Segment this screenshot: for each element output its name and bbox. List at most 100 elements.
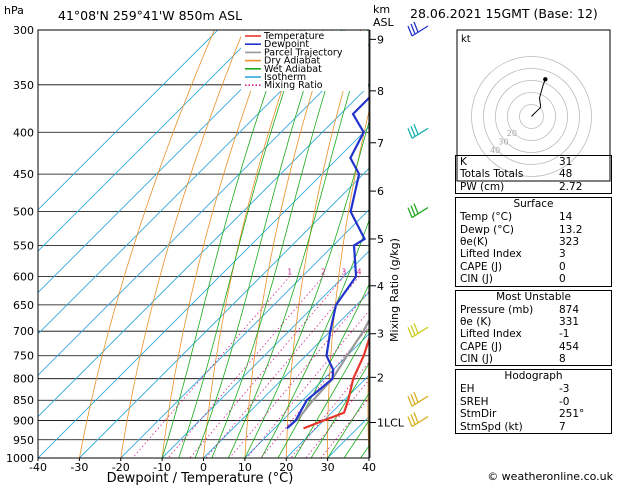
mixing-ratio-label: 4 — [357, 267, 362, 276]
legend-entry-label: Parcel Trajectory — [264, 47, 343, 58]
wind-barb — [407, 124, 429, 139]
dry-adiabat — [407, 30, 449, 458]
isotherm-line — [38, 30, 301, 294]
mixing-ratio-label: 2 — [321, 267, 326, 276]
hodograph-ring — [471, 56, 592, 177]
isotherm-line — [161, 250, 369, 458]
hodograph-unit-label: kt — [461, 34, 471, 45]
index-value: 7 — [559, 420, 566, 433]
pressure-tick-label: 500 — [13, 206, 34, 219]
index-value: 3 — [559, 248, 566, 261]
index-label: Lifted Index — [460, 248, 522, 261]
surface-table: Surface Temp (°C) 14 Dewp (°C) 13.2 θe(K) 323… — [455, 197, 612, 287]
mixing-ratio-label: 1 — [287, 267, 292, 276]
wet-adiabat — [261, 219, 369, 458]
index-row: EH -3 — [456, 383, 611, 395]
pressure-tick-label: 700 — [13, 325, 34, 338]
most-unstable-title: Most Unstable — [496, 290, 571, 303]
hodograph-title: Hodograph — [504, 370, 563, 383]
index-value: 2.72 — [559, 180, 583, 193]
legend-entry-label: Dewpoint — [264, 39, 309, 50]
index-row: Lifted Index 3 — [456, 248, 611, 260]
mixing-ratio-label: 10 — [406, 267, 416, 276]
index-row: θe (K) 331 — [456, 316, 611, 328]
index-row: Totals Totals 48 — [456, 168, 611, 180]
dry-adiabat — [367, 346, 369, 458]
wind-barb — [407, 21, 429, 37]
legend-entry-label: Mixing Ratio — [264, 80, 323, 91]
isotherm-line — [38, 30, 219, 211]
index-row: θe(K) 323 — [456, 236, 611, 248]
index-value: 14 — [559, 211, 573, 224]
dry-adiabat — [203, 30, 303, 458]
mixing-ratio-line — [167, 276, 324, 458]
index-label: K — [460, 156, 467, 168]
km-tick-label: 9 — [377, 33, 384, 46]
index-label: Temp (°C) — [460, 211, 513, 224]
km-tick-label: 3 — [377, 328, 384, 341]
dewpoint-line — [286, 96, 369, 430]
index-label: Pressure (mb) — [460, 303, 534, 316]
isotherm-line — [38, 126, 369, 458]
km-tick-label: 6 — [377, 185, 384, 198]
index-row: CIN (J) 8 — [456, 353, 611, 365]
dry-adiabat — [120, 30, 244, 458]
index-value: -3 — [559, 383, 570, 396]
wind-barb — [407, 203, 429, 219]
x-axis-label: Dewpoint / Temperature (°C) — [107, 471, 294, 486]
isotherm-line — [244, 333, 369, 458]
wind-barbs — [407, 21, 429, 428]
surface-title: Surface — [513, 198, 554, 211]
index-row: PW (cm) 2.72 — [456, 181, 611, 193]
km-tick-label: 4 — [377, 280, 384, 293]
index-row: CIN (J) 0 — [456, 273, 611, 285]
pressure-tick-label: 550 — [13, 239, 34, 252]
wind-barb — [407, 412, 429, 428]
index-value: 331 — [559, 315, 580, 328]
index-value: 874 — [559, 303, 580, 316]
hodograph-ring-label: 40 — [490, 146, 500, 155]
index-row: SREH -0 — [456, 396, 611, 408]
mixing-ratio-axis-label: Mixing Ratio (g/kg) — [388, 238, 401, 342]
isotherm-line — [79, 167, 369, 458]
hodograph-ring — [507, 92, 556, 141]
isotherm-line — [38, 30, 260, 252]
index-value: 31 — [559, 156, 573, 168]
pressure-tick-label: 300 — [13, 24, 34, 37]
index-row: CAPE (J) 0 — [456, 261, 611, 273]
index-value: 323 — [559, 235, 580, 248]
index-label: θe(K) — [460, 235, 488, 248]
mixing-ratio-label: 16 — [434, 267, 444, 276]
index-label: CIN (J) — [460, 273, 493, 286]
index-label: StmSpd (kt) — [460, 420, 523, 433]
temperature-tick-label: -30 — [70, 461, 88, 474]
index-value: 13.2 — [559, 223, 583, 236]
index-label: StmDir — [460, 408, 497, 421]
footer-credit: © weatheronline.co.uk — [487, 470, 613, 483]
basic-indices-table: K 31 Totals Totals 48 PW (cm) 2.72 — [455, 155, 612, 195]
mixing-ratio-line — [229, 290, 369, 458]
isotherm-line — [38, 84, 369, 418]
temperature-tick-label: -40 — [29, 461, 47, 474]
pressure-tick-label: 800 — [13, 373, 34, 386]
index-label: Totals Totals — [460, 168, 524, 181]
dry-adiabat — [79, 30, 215, 458]
index-value: -0 — [559, 395, 570, 408]
temperature-tick-label: 20 — [279, 461, 293, 474]
index-row: Lifted Index -1 — [456, 328, 611, 340]
index-value: 251° — [559, 408, 585, 421]
legend-background — [241, 31, 368, 91]
km-tick-label: 7 — [377, 137, 384, 150]
temperature-tick-label: -10 — [153, 461, 171, 474]
datetime-label: 28.06.2021 15GMT (Base: 12) — [410, 6, 598, 21]
wind-barb — [407, 322, 429, 338]
pressure-tick-label: 350 — [13, 79, 34, 92]
index-label: SREH — [460, 395, 489, 408]
index-label: CIN (J) — [460, 353, 493, 366]
mixing-ratio-line — [132, 276, 291, 458]
hodograph-ring — [483, 68, 580, 165]
legend-entry-label: Temperature — [263, 31, 324, 42]
km-tick-label: 1LCL — [377, 417, 405, 430]
pressure-tick-label: 450 — [13, 168, 34, 181]
